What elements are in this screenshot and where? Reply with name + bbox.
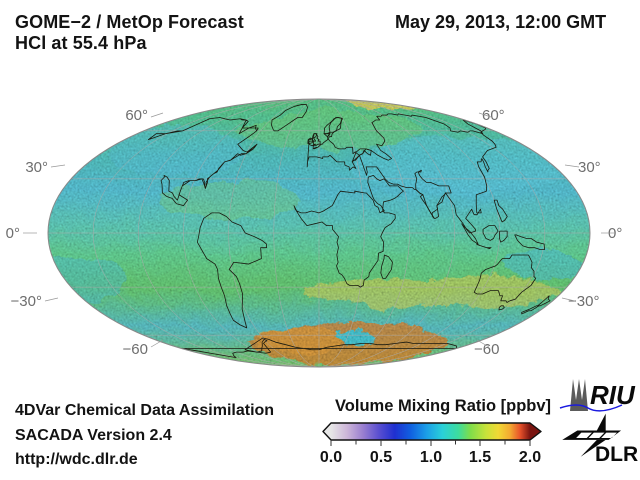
svg-text:1.0: 1.0 [420,449,442,466]
svg-text:DLR: DLR [595,443,638,466]
svg-text:2.0: 2.0 [519,449,541,466]
svg-text:RIU: RIU [590,380,636,410]
svg-text:0.0: 0.0 [320,449,342,466]
svg-text:0.5: 0.5 [370,449,392,466]
svg-text:Volume Mixing Ratio [ppbv]: Volume Mixing Ratio [ppbv] [335,397,551,415]
svg-text:1.5: 1.5 [469,449,491,466]
